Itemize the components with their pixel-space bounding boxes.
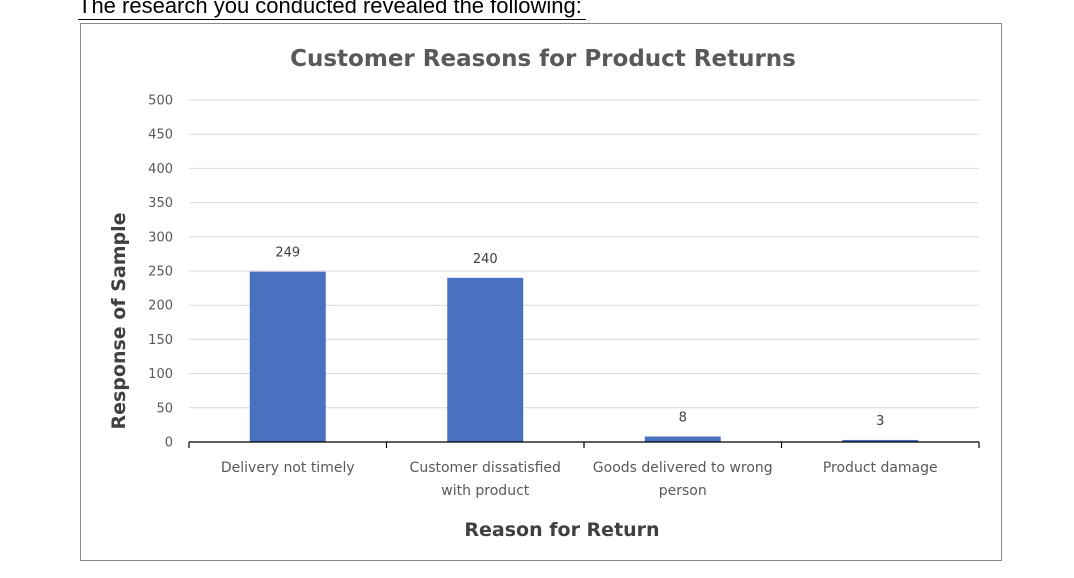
chart-container: Customer Reasons for Product Returns 0 50… xyxy=(80,23,1002,561)
data-label: 240 xyxy=(473,252,498,267)
y-tick-label: 250 xyxy=(148,265,173,280)
x-axis-title: Reason for Return xyxy=(464,519,659,541)
y-tick-label: 50 xyxy=(156,401,173,416)
data-labels: 249 240 8 3 xyxy=(275,246,884,429)
y-tick-label: 400 xyxy=(148,162,173,177)
y-axis-title: Response of Sample xyxy=(108,212,130,429)
bar xyxy=(842,439,919,442)
y-tick-label: 100 xyxy=(148,367,173,382)
x-tick-label: Goods delivered to wrong xyxy=(593,460,773,476)
data-label: 3 xyxy=(876,414,884,429)
x-tick-label: Delivery not timely xyxy=(221,460,355,476)
y-tick-label: 500 xyxy=(148,94,173,109)
intro-text: The research you conducted revealed the … xyxy=(78,0,586,20)
chart-title: Customer Reasons for Product Returns xyxy=(290,46,796,72)
y-tick-label: 300 xyxy=(148,230,173,245)
data-label: 8 xyxy=(679,411,687,426)
bars xyxy=(249,271,919,442)
y-tick-label: 350 xyxy=(148,196,173,211)
bar xyxy=(644,436,721,442)
x-axis xyxy=(188,441,980,448)
y-tick-label: 0 xyxy=(165,436,173,451)
x-tick-label: person xyxy=(659,483,707,499)
y-tick-label: 450 xyxy=(148,128,173,143)
data-label: 249 xyxy=(275,246,300,261)
y-tick-label: 200 xyxy=(148,299,173,314)
y-tick-labels: 0 50 100 150 200 250 300 350 400 450 500 xyxy=(148,94,173,451)
x-tick-label: Product damage xyxy=(823,460,938,476)
x-category-labels: Delivery not timely Customer dissatisfied… xyxy=(221,460,938,499)
x-tick-label: Customer dissatisfied xyxy=(410,460,561,476)
bar-chart: Customer Reasons for Product Returns 0 50… xyxy=(108,46,980,541)
bar xyxy=(249,271,326,442)
x-tick-label: with product xyxy=(441,483,530,499)
bar xyxy=(447,277,524,442)
y-tick-label: 150 xyxy=(148,333,173,348)
